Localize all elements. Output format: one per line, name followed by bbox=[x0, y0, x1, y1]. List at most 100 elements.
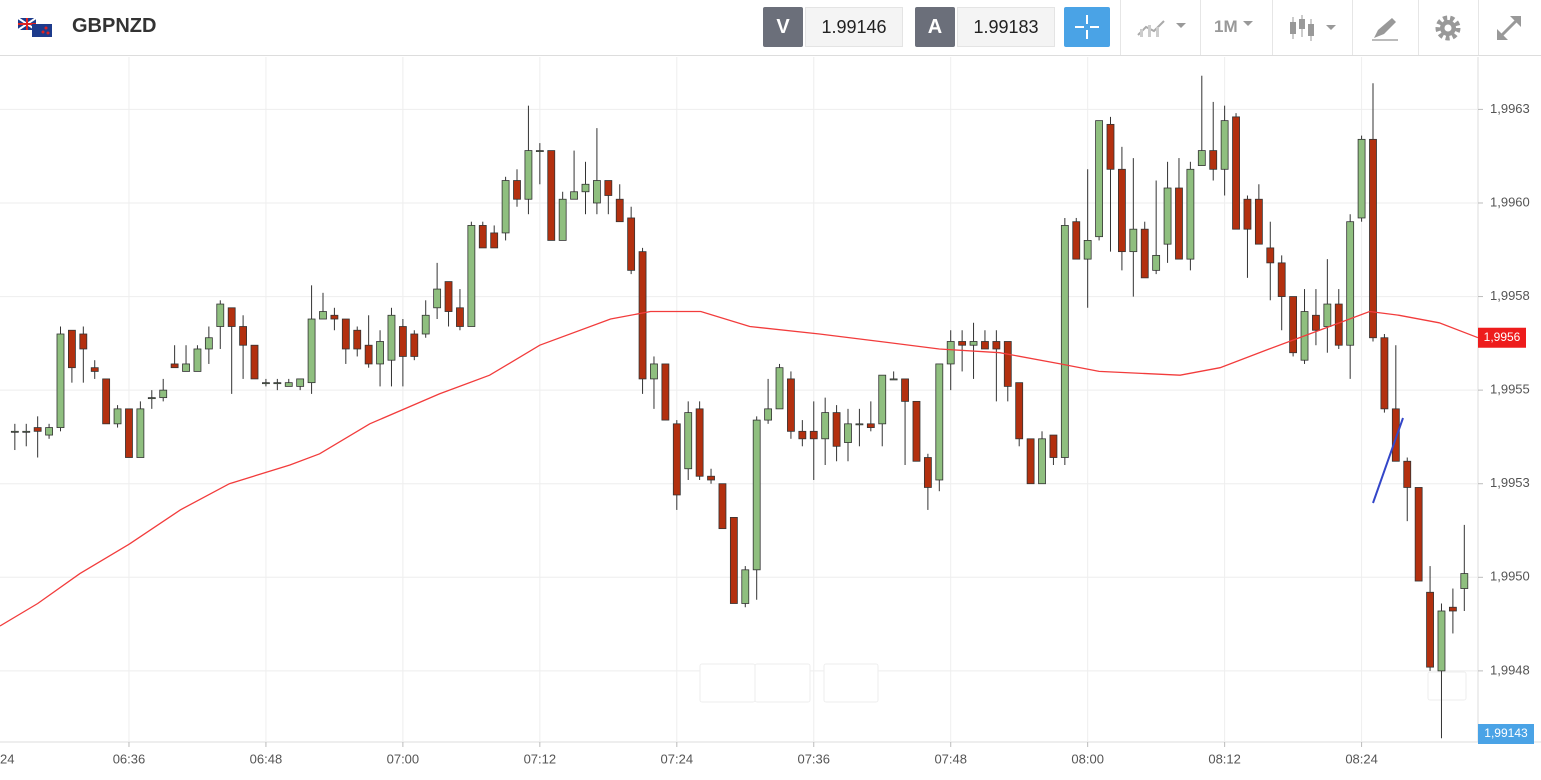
candle-body bbox=[364, 344, 373, 365]
candle-body bbox=[513, 180, 521, 200]
candle-body bbox=[1003, 341, 1012, 387]
sell-price[interactable]: 1.99146 bbox=[805, 7, 903, 47]
x-tick-label: 08:00 bbox=[1071, 751, 1104, 766]
ma-price-box bbox=[1478, 327, 1526, 348]
candle-body bbox=[855, 423, 864, 426]
candle-body bbox=[68, 329, 76, 369]
candle-body bbox=[604, 180, 613, 196]
candle-body bbox=[1232, 116, 1240, 230]
x-tick-label: 07:00 bbox=[387, 751, 420, 766]
candle-body bbox=[501, 180, 510, 234]
candle-body bbox=[490, 232, 499, 249]
placeholder-box bbox=[754, 663, 811, 703]
candle-body bbox=[718, 483, 727, 530]
candle-body bbox=[307, 318, 316, 384]
settings-button[interactable] bbox=[1433, 13, 1463, 43]
candle-body bbox=[136, 408, 145, 458]
candle-body bbox=[433, 288, 442, 309]
y-tick-label: 1,9960 bbox=[1490, 194, 1530, 209]
candle-body bbox=[809, 430, 818, 440]
candle-body bbox=[467, 225, 476, 327]
sell-button[interactable]: V bbox=[763, 7, 803, 47]
crosshair-button[interactable] bbox=[1064, 7, 1110, 47]
candle-body bbox=[1277, 262, 1286, 297]
separator bbox=[1272, 0, 1273, 55]
candle-body bbox=[159, 389, 168, 399]
candle-body bbox=[296, 378, 305, 387]
toolbar: GBPNZD V 1.99146 A 1.99183 1M bbox=[0, 0, 1541, 56]
separator bbox=[1200, 0, 1201, 55]
candle-body bbox=[1106, 123, 1115, 170]
ma-price-label: 1,9956 bbox=[1484, 330, 1521, 344]
candle-style-button[interactable] bbox=[1288, 13, 1342, 43]
drawing-tool-button[interactable] bbox=[1370, 14, 1400, 42]
x-tick-label: 06:48 bbox=[250, 751, 283, 766]
placeholder-box bbox=[823, 663, 879, 703]
candle-body bbox=[1437, 610, 1446, 672]
candle-body bbox=[1163, 187, 1172, 245]
placeholder-box bbox=[1427, 671, 1467, 701]
separator bbox=[1352, 0, 1353, 55]
candle-body bbox=[1140, 228, 1149, 279]
x-tick-label: 08:12 bbox=[1208, 751, 1241, 766]
candle-body bbox=[319, 311, 327, 320]
candle-body bbox=[1391, 408, 1400, 462]
candle-body bbox=[216, 303, 225, 327]
candle-body bbox=[193, 348, 202, 372]
candle-body bbox=[1129, 228, 1138, 253]
candle-body bbox=[22, 430, 31, 433]
buy-button[interactable]: A bbox=[915, 7, 955, 47]
candle-body bbox=[10, 430, 19, 433]
candle-body bbox=[1095, 120, 1103, 238]
candle-body bbox=[741, 569, 750, 604]
fullscreen-button[interactable] bbox=[1494, 13, 1524, 43]
candle-body bbox=[547, 150, 556, 241]
candle-body bbox=[912, 400, 921, 462]
candle-body bbox=[113, 408, 122, 425]
buy-price[interactable]: 1.99183 bbox=[957, 7, 1055, 47]
candle-body bbox=[672, 423, 681, 496]
candle-body bbox=[535, 150, 544, 152]
candle-body bbox=[1152, 254, 1161, 271]
candle-body bbox=[889, 378, 898, 381]
candle-body bbox=[421, 314, 430, 335]
candle-body bbox=[239, 326, 247, 346]
candle-body bbox=[387, 314, 396, 361]
candle-body bbox=[284, 382, 293, 387]
candle-body bbox=[1369, 138, 1377, 339]
candle-body bbox=[33, 427, 42, 432]
candle-body bbox=[456, 307, 464, 327]
candle-body bbox=[832, 412, 841, 447]
candle-body bbox=[1323, 303, 1332, 327]
candle-body bbox=[946, 341, 955, 365]
candle-body bbox=[478, 225, 487, 249]
trendline bbox=[1372, 417, 1404, 504]
candle-body bbox=[1209, 150, 1218, 170]
candle-body bbox=[866, 423, 875, 428]
candle-body bbox=[1346, 221, 1355, 346]
candle-body bbox=[204, 337, 213, 350]
y-tick-label: 1,9953 bbox=[1490, 475, 1530, 490]
candle-body bbox=[1414, 487, 1423, 582]
candle-body bbox=[935, 363, 944, 481]
x-tick-label: 06:36 bbox=[113, 751, 146, 766]
caret bbox=[1243, 21, 1253, 26]
candle-body bbox=[627, 217, 636, 271]
y-tick-label: 1,9963 bbox=[1490, 101, 1530, 116]
candle-body bbox=[182, 363, 190, 372]
candle-body bbox=[398, 326, 407, 357]
candle-body bbox=[410, 333, 419, 357]
candle-body bbox=[170, 363, 179, 369]
candle-body bbox=[661, 363, 670, 421]
candle-body bbox=[992, 341, 1001, 350]
x-tick-label: 07:24 bbox=[661, 751, 694, 766]
chart-type-button[interactable] bbox=[1136, 15, 1190, 41]
candle-body bbox=[147, 397, 156, 400]
candle-body bbox=[775, 367, 784, 410]
candle-body bbox=[376, 341, 384, 365]
candle-body bbox=[923, 457, 932, 488]
candle-body bbox=[90, 367, 99, 372]
timeframe-button[interactable]: 1M bbox=[1214, 17, 1238, 36]
candle-body bbox=[570, 191, 578, 200]
